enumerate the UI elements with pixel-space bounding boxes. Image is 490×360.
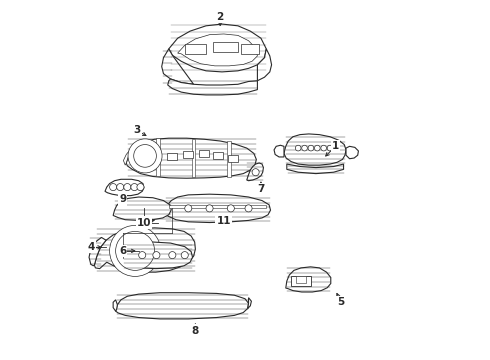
Text: 6: 6 <box>119 246 126 256</box>
Polygon shape <box>113 300 118 311</box>
Circle shape <box>110 184 117 191</box>
Polygon shape <box>162 49 194 84</box>
Circle shape <box>308 145 314 151</box>
Text: 5: 5 <box>337 297 344 307</box>
Circle shape <box>334 145 339 151</box>
Polygon shape <box>113 197 172 220</box>
Text: 3: 3 <box>133 125 141 135</box>
Circle shape <box>245 205 252 212</box>
Polygon shape <box>286 267 331 292</box>
Circle shape <box>139 252 146 259</box>
Bar <box>213 42 238 52</box>
Circle shape <box>116 231 155 270</box>
Circle shape <box>131 184 138 191</box>
Polygon shape <box>165 194 270 222</box>
Circle shape <box>302 145 307 151</box>
Text: 2: 2 <box>217 12 224 22</box>
Circle shape <box>153 252 160 259</box>
Polygon shape <box>123 149 132 165</box>
Circle shape <box>137 184 144 191</box>
Text: 1: 1 <box>332 141 339 151</box>
Polygon shape <box>346 146 358 159</box>
Circle shape <box>327 145 333 151</box>
Polygon shape <box>156 138 160 176</box>
Polygon shape <box>247 163 264 181</box>
Circle shape <box>321 145 326 151</box>
Polygon shape <box>169 205 266 208</box>
Text: 10: 10 <box>137 217 151 228</box>
Polygon shape <box>178 34 257 66</box>
Polygon shape <box>248 298 251 308</box>
Text: 9: 9 <box>119 194 126 204</box>
Text: 7: 7 <box>257 184 265 194</box>
Circle shape <box>295 145 301 151</box>
Circle shape <box>185 205 192 212</box>
Polygon shape <box>126 138 256 178</box>
Bar <box>199 150 209 157</box>
Bar <box>214 152 223 159</box>
Circle shape <box>227 205 234 212</box>
Bar <box>291 276 311 286</box>
Polygon shape <box>95 228 196 272</box>
Polygon shape <box>105 179 144 195</box>
Polygon shape <box>168 79 257 95</box>
Polygon shape <box>192 139 196 177</box>
Circle shape <box>128 139 162 173</box>
Circle shape <box>315 145 320 151</box>
Circle shape <box>181 252 188 259</box>
Polygon shape <box>227 141 231 177</box>
Polygon shape <box>169 24 266 72</box>
Circle shape <box>124 184 131 191</box>
Circle shape <box>134 145 156 167</box>
Text: 4: 4 <box>87 242 95 252</box>
Bar <box>168 153 177 160</box>
Polygon shape <box>89 238 106 266</box>
Circle shape <box>252 168 259 176</box>
Bar <box>185 44 206 54</box>
Text: 11: 11 <box>217 216 231 226</box>
Bar <box>242 44 259 54</box>
Polygon shape <box>116 293 248 319</box>
Circle shape <box>206 205 213 212</box>
Polygon shape <box>287 164 343 174</box>
Bar <box>183 151 193 158</box>
Polygon shape <box>274 145 284 157</box>
Circle shape <box>117 184 124 191</box>
Polygon shape <box>122 242 193 269</box>
Polygon shape <box>257 49 271 81</box>
Bar <box>296 276 306 283</box>
Bar <box>228 155 238 162</box>
Circle shape <box>169 252 176 259</box>
Polygon shape <box>284 134 346 165</box>
Text: 8: 8 <box>192 326 199 336</box>
Circle shape <box>110 225 161 276</box>
